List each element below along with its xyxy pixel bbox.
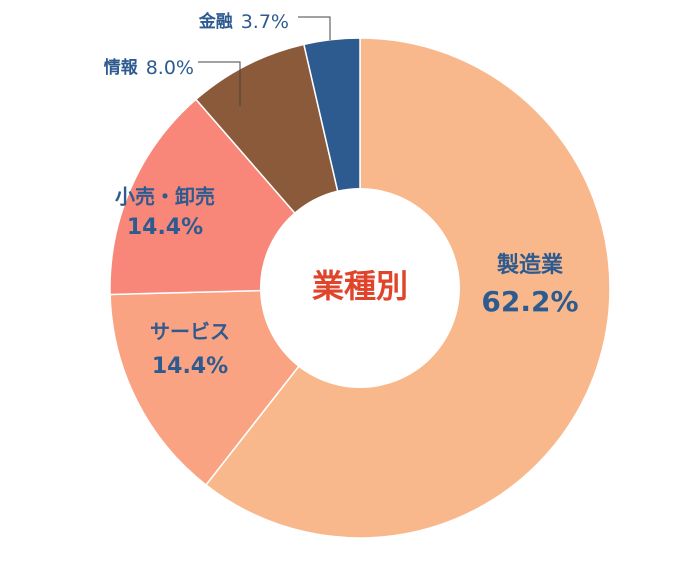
leader-line — [198, 61, 241, 106]
chart-title: 業種別 — [312, 267, 408, 305]
category-label: 小売・卸売 — [115, 185, 215, 209]
label: 情報 8.0% — [104, 57, 194, 79]
leader-line — [298, 16, 331, 40]
category-label: 情報 — [104, 57, 139, 78]
category-label: サービス — [150, 320, 230, 344]
category-label: 製造業 — [496, 252, 564, 278]
value-label: 8.0% — [146, 57, 194, 79]
donut-hole — [260, 188, 460, 388]
value-label: 62.2% — [481, 285, 578, 318]
category-label: 金融 — [198, 11, 233, 32]
value-label: 14.4% — [127, 215, 203, 240]
value-label: 3.7% — [241, 11, 289, 33]
label: 金融 3.7% — [198, 11, 289, 33]
value-label: 14.4% — [152, 354, 228, 379]
